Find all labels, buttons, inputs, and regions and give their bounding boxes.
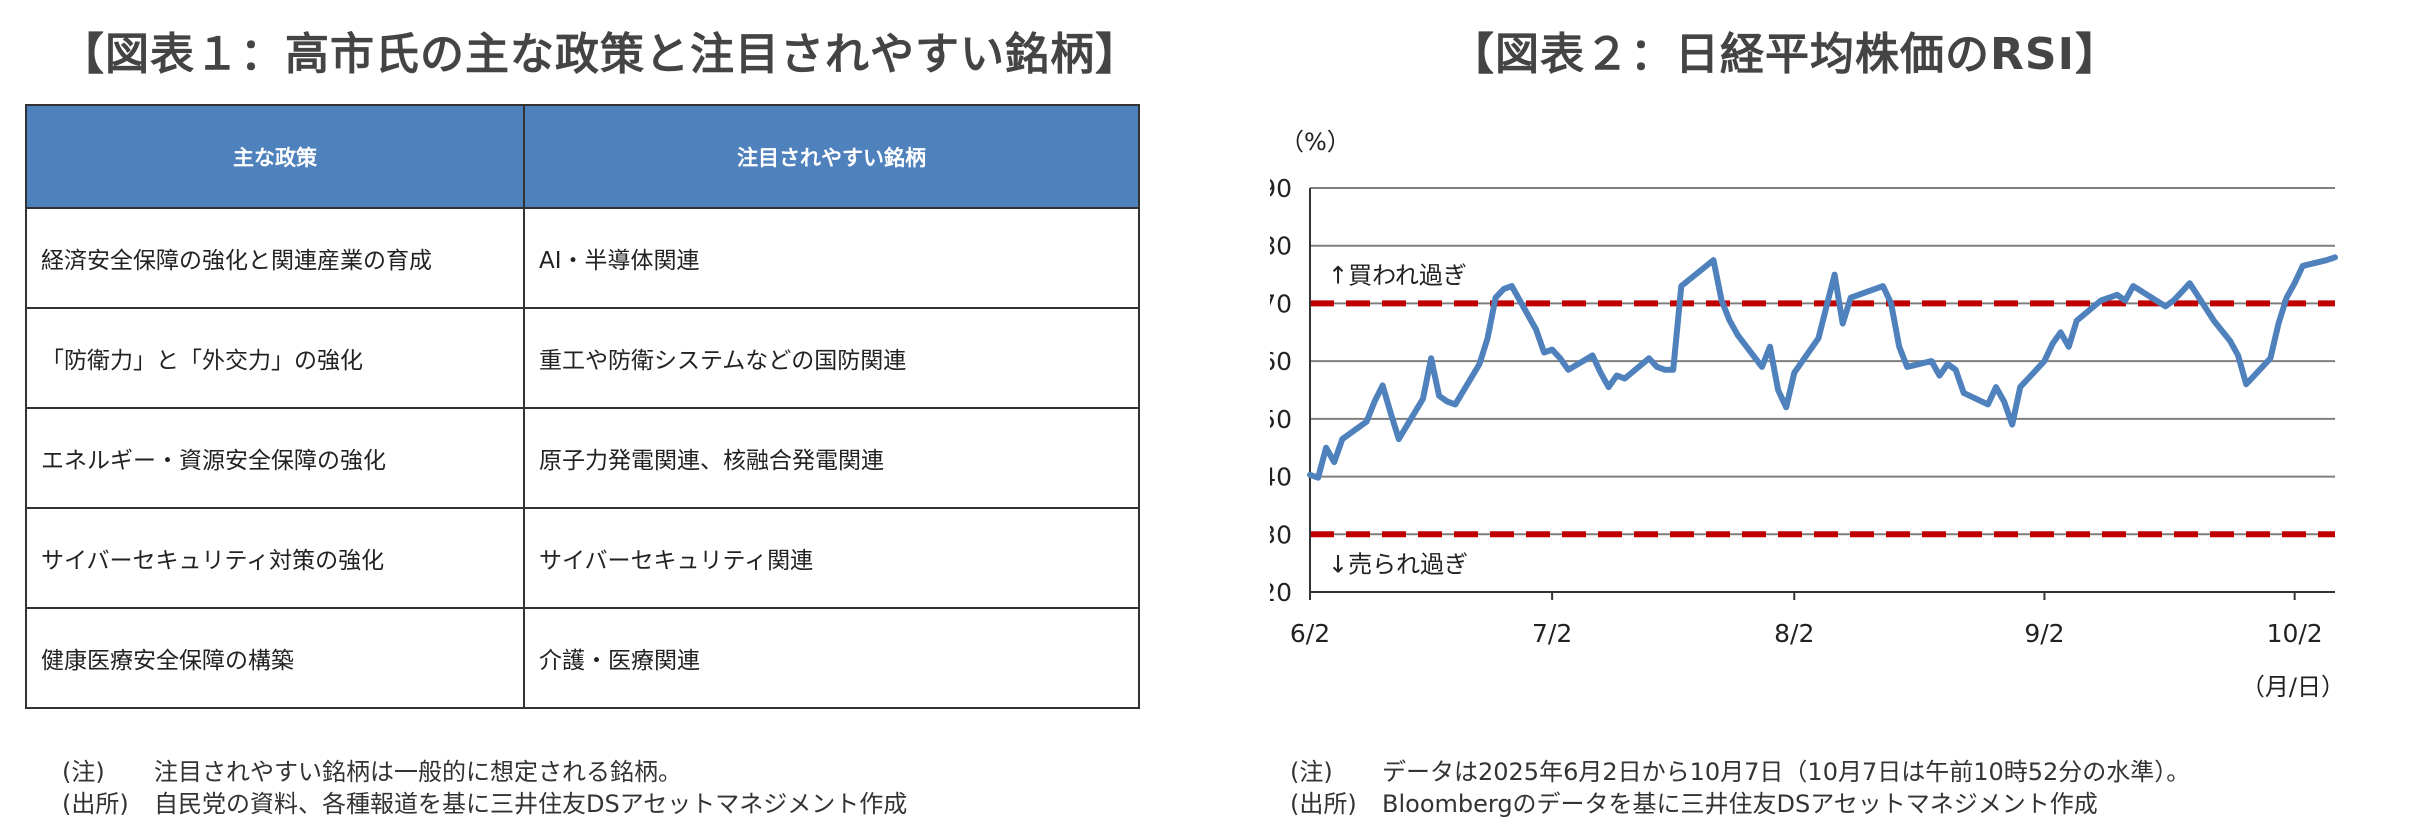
y-tick-label: 40 [1270, 463, 1292, 492]
stocks-cell: サイバーセキュリティ関連 [523, 507, 1140, 609]
chart-source: (出所) Bloombergのデータを基に三井住友DSアセットマネジメント作成 [1290, 784, 2098, 819]
x-tick-label: 10/2 [2267, 619, 2323, 648]
chart-note: (注) データは2025年6月2日から10月7日（10月7日は午前10時52分の水… [1290, 752, 2190, 787]
source-label: (出所) [62, 790, 129, 818]
rsi-series-line [1307, 254, 2338, 481]
y-tick-label: 50 [1270, 405, 1292, 434]
threshold-lines [1310, 300, 2335, 538]
threshold-label: ↑買われ過ぎ [1328, 261, 1467, 289]
policy-cell: 経済安全保障の強化と関連産業の育成 [25, 207, 525, 309]
x-tick-label: 7/2 [1532, 619, 1572, 648]
policy-cell: エネルギー・資源安全保障の強化 [25, 407, 525, 509]
policy-cell: サイバーセキュリティ対策の強化 [25, 507, 525, 609]
y-tick-label: 30 [1270, 520, 1292, 549]
x-tick-label: 6/2 [1290, 619, 1330, 648]
policy-cell: 「防衛力」と「外交力」の強化 [25, 307, 525, 409]
table-source: (出所) 自民党の資料、各種報道を基に三井住友DSアセットマネジメント作成 [62, 784, 907, 819]
table-row: 「防衛力」と「外交力」の強化 重工や防衛システムなどの国防関連 [25, 307, 1140, 409]
policy-cell: 健康医療安全保障の構築 [25, 607, 525, 709]
policy-table: 主な政策 注目されやすい銘柄 経済安全保障の強化と関連産業の育成 AI・半導体関… [25, 104, 1140, 709]
table-row: エネルギー・資源安全保障の強化 原子力発電関連、核融合発電関連 [25, 407, 1140, 509]
table-row: 経済安全保障の強化と関連産業の育成 AI・半導体関連 [25, 207, 1140, 309]
header-policy: 主な政策 [25, 104, 525, 209]
note-label: (注) [62, 758, 105, 786]
stocks-cell: 原子力発電関連、核融合発電関連 [523, 407, 1140, 509]
table-row: サイバーセキュリティ対策の強化 サイバーセキュリティ関連 [25, 507, 1140, 609]
table-header-row: 主な政策 注目されやすい銘柄 [25, 104, 1140, 209]
table-title: 【図表１：高市氏の主な政策と注目されやすい銘柄】 [60, 29, 1140, 80]
axes [1309, 188, 2335, 600]
y-tick-label: 90 [1270, 174, 1292, 203]
stocks-cell: AI・半導体関連 [523, 207, 1140, 309]
stocks-cell: 介護・医療関連 [523, 607, 1140, 709]
threshold-label: ↓売られ過ぎ [1328, 550, 1468, 578]
source-text: 自民党の資料、各種報道を基に三井住友DSアセットマネジメント作成 [154, 790, 908, 818]
labels: 20 30 40 50 60 70 80 90 6/2 7/2 8/2 9/2 10/2 ↑買われ過ぎ ↓売… [1270, 128, 2345, 701]
y-tick-label: 20 [1270, 578, 1292, 607]
header-stocks: 注目されやすい銘柄 [523, 104, 1140, 209]
table-note: (注) 注目されやすい銘柄は一般的に想定される銘柄。 [62, 752, 682, 787]
x-axis-unit: （月/日） [2241, 673, 2345, 701]
note-label: (注) [1290, 758, 1333, 786]
y-tick-label: 80 [1270, 232, 1292, 261]
y-axis-unit: （%） [1280, 128, 1351, 156]
x-tick-label: 9/2 [2024, 619, 2064, 648]
stocks-cell: 重工や防衛システムなどの国防関連 [523, 307, 1140, 409]
y-tick-label: 70 [1270, 289, 1292, 318]
source-text: Bloombergのデータを基に三井住友DSアセットマネジメント作成 [1382, 790, 2098, 818]
note-text: 注目されやすい銘柄は一般的に想定される銘柄。 [154, 758, 682, 786]
series-line-group [1307, 254, 2338, 481]
chart-title: 【図表２：日経平均株価のRSI】 [1450, 29, 2120, 80]
source-label: (出所) [1290, 790, 1357, 818]
x-tick-label: 8/2 [1774, 619, 1814, 648]
rsi-chart: 20 30 40 50 60 70 80 90 6/2 7/2 8/2 9/2 10/2 ↑買われ過ぎ ↓売… [1270, 128, 2345, 701]
table-row: 健康医療安全保障の構築 介護・医療関連 [25, 607, 1140, 709]
y-tick-label: 60 [1270, 347, 1292, 376]
note-text: データは2025年6月2日から10月7日（10月7日は午前10時52分の水準）。 [1382, 758, 2191, 786]
gridlines [1310, 187, 2335, 536]
